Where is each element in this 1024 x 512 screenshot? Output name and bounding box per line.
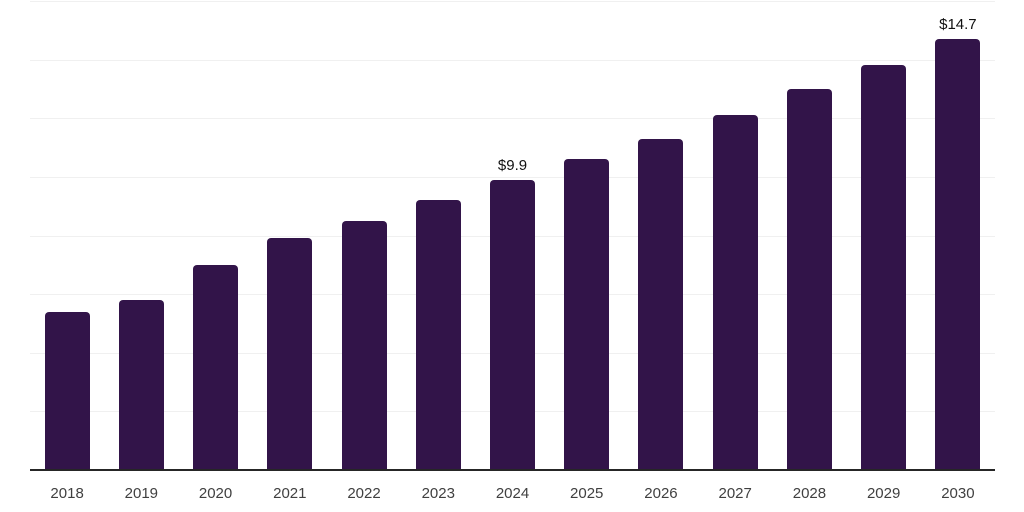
gridline-14	[30, 59, 995, 61]
x-tick-2018: 2018	[50, 485, 84, 502]
bar-2023	[415, 200, 461, 470]
gridline-16	[30, 1, 995, 2]
x-tick-2024: 2024	[495, 485, 530, 502]
bar-2027	[712, 115, 758, 470]
bar-2029	[861, 65, 907, 470]
bar-2030	[935, 39, 981, 470]
x-axis-line	[30, 469, 995, 471]
x-tick-2027: 2027	[718, 485, 752, 502]
bar-2024	[490, 179, 535, 470]
bar-2028	[786, 88, 832, 470]
gridline-12	[30, 118, 995, 120]
x-tick-2023: 2023	[421, 485, 455, 502]
x-tick-2021: 2021	[273, 485, 307, 502]
bar-2020	[193, 264, 239, 470]
bar-2019	[118, 299, 164, 470]
x-tick-2029: 2029	[866, 485, 901, 502]
gridline-10	[30, 176, 995, 178]
data-label-2030: $14.7	[939, 16, 977, 34]
x-tick-2025: 2025	[570, 485, 604, 502]
x-tick-2026: 2026	[644, 485, 678, 502]
x-tick-2028: 2028	[792, 485, 827, 502]
bar-2021	[267, 238, 313, 470]
bar-2022	[341, 220, 387, 470]
x-tick-2030: 2030	[941, 485, 975, 502]
bar-2018	[44, 311, 90, 470]
bar-2025	[564, 159, 610, 470]
x-tick-2020: 2020	[198, 485, 233, 502]
bar-2026	[638, 138, 684, 470]
x-tick-2019: 2019	[124, 485, 159, 502]
x-tick-2022: 2022	[347, 485, 381, 502]
data-label-2024: $9.9	[497, 156, 528, 174]
